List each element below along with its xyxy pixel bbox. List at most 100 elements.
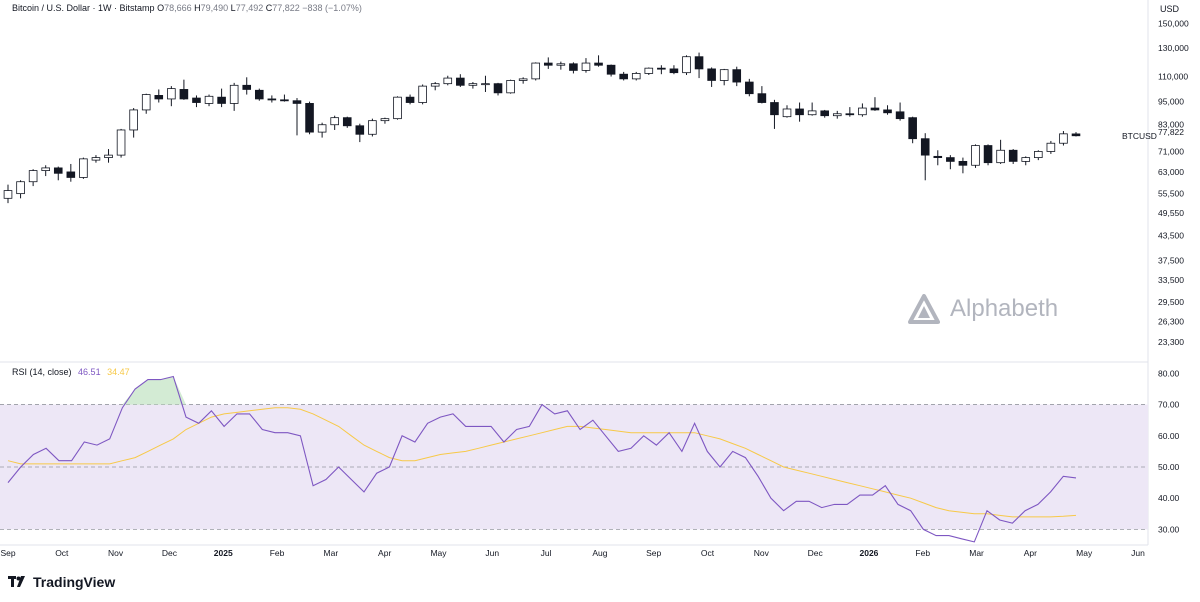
candle-body-down <box>694 56 704 70</box>
candle <box>104 149 113 163</box>
candle-body-up <box>104 154 113 159</box>
time-tick-label: 2025 <box>214 548 233 558</box>
candle-body-down <box>983 145 993 164</box>
tradingview-footer[interactable]: TradingView <box>8 574 115 590</box>
candle <box>443 75 453 86</box>
candle-body-down <box>569 63 578 71</box>
candle <box>719 68 729 86</box>
candle-body-up <box>1034 151 1043 159</box>
candle <box>1046 140 1056 154</box>
candle-body-up <box>418 85 427 103</box>
candle <box>920 133 930 181</box>
candle-body-down <box>192 97 201 103</box>
candle <box>883 105 892 115</box>
price-tick-label: 26,300 <box>1158 316 1184 326</box>
candle-body-down <box>242 84 252 90</box>
time-tick-label: Apr <box>378 548 391 558</box>
candle-body-up <box>518 78 528 81</box>
open-label: O <box>157 3 165 13</box>
rsi-legend[interactable]: RSI (14, close) 46.51 34.47 <box>12 367 130 377</box>
candle-body-up <box>782 108 792 118</box>
time-tick-label: Mar <box>969 548 984 558</box>
candle-body-down <box>355 125 365 135</box>
time-tick-label: Dec <box>162 548 178 558</box>
alphabeth-triangle-logo <box>908 294 940 324</box>
candle-body-down <box>908 117 917 140</box>
candle <box>242 77 252 95</box>
price-tick-label: 71,000 <box>1158 146 1184 156</box>
time-axis: Sep Oct Nov Dec 2025 Feb Mar Apr May Jun Jul Aug Sep… <box>0 544 1148 558</box>
candle <box>556 61 566 70</box>
candle-body-up <box>317 124 327 133</box>
candle <box>254 88 264 101</box>
candle-body-down <box>958 160 968 166</box>
candle-body-down <box>757 93 767 103</box>
candle <box>631 71 641 81</box>
rsi-tick-label: 80.00 <box>1158 368 1180 378</box>
candle-body-up <box>3 190 13 199</box>
candle <box>870 97 880 111</box>
candle <box>757 86 767 104</box>
price-tick-label: 37,500 <box>1158 256 1184 266</box>
rsi-line <box>7 375 1077 543</box>
low-value: 77,492 <box>235 3 264 13</box>
candle-body-down <box>845 113 855 116</box>
candle-body-up <box>380 118 390 122</box>
candle-body-up <box>719 69 729 81</box>
candle-body-up <box>91 157 101 161</box>
candle-body-down <box>732 69 742 83</box>
candle <box>393 96 402 120</box>
rsi-lines-group <box>7 375 1077 543</box>
candle <box>1008 149 1018 164</box>
price-tick-label: 33,500 <box>1158 275 1184 285</box>
time-tick-label: Oct <box>701 548 715 558</box>
price-tick-label: 95,000 <box>1158 97 1184 107</box>
rsi-legend-value: 46.51 <box>78 367 101 377</box>
candle <box>858 103 867 117</box>
time-tick-label: Sep <box>646 548 661 558</box>
candle-body-down <box>795 108 804 116</box>
time-tick-label: Jun <box>485 548 499 558</box>
high-value: 79,490 <box>200 3 229 13</box>
candle-body-down <box>745 81 754 95</box>
time-tick-label: May <box>430 548 447 558</box>
candle-body-down <box>883 109 892 114</box>
candle <box>317 122 327 138</box>
time-tick-label: Oct <box>55 548 69 558</box>
time-tick-label: 2026 <box>859 548 878 558</box>
rsi-overbought-fill <box>122 376 186 405</box>
time-tick-label: Feb <box>915 548 930 558</box>
candle <box>217 88 226 108</box>
close-value: 77,822 <box>272 3 300 13</box>
candle <box>430 82 440 91</box>
candle <box>832 110 842 119</box>
candle <box>129 108 138 138</box>
price-tick-label: 130,000 <box>1158 43 1189 53</box>
candle <box>946 155 955 170</box>
candle-body-up <box>644 67 654 74</box>
candle <box>770 99 779 129</box>
candle <box>1034 150 1043 161</box>
watermark-text: Alphabeth <box>950 295 1059 322</box>
candle-body-down <box>657 67 666 70</box>
rsi-tick-label: 60.00 <box>1158 431 1180 441</box>
candle-body-up <box>468 83 478 86</box>
candle-body-up <box>832 113 842 117</box>
rsi-tick-label: 50.00 <box>1158 462 1180 472</box>
open-value: 78,666 <box>164 3 192 13</box>
candle <box>330 115 339 130</box>
candle <box>16 180 25 199</box>
time-tick-label: Jun <box>1131 548 1145 558</box>
candle <box>619 71 628 81</box>
candle <box>845 107 855 117</box>
candle <box>644 67 654 75</box>
candle-body-down <box>1008 149 1018 162</box>
candle <box>594 55 603 67</box>
candle <box>669 65 679 75</box>
candle-body-up <box>481 83 490 86</box>
candle <box>405 94 415 105</box>
candle <box>355 123 365 143</box>
candle <box>518 77 528 84</box>
candle-body-up <box>682 56 691 74</box>
currency-label[interactable]: USD <box>1160 4 1180 14</box>
